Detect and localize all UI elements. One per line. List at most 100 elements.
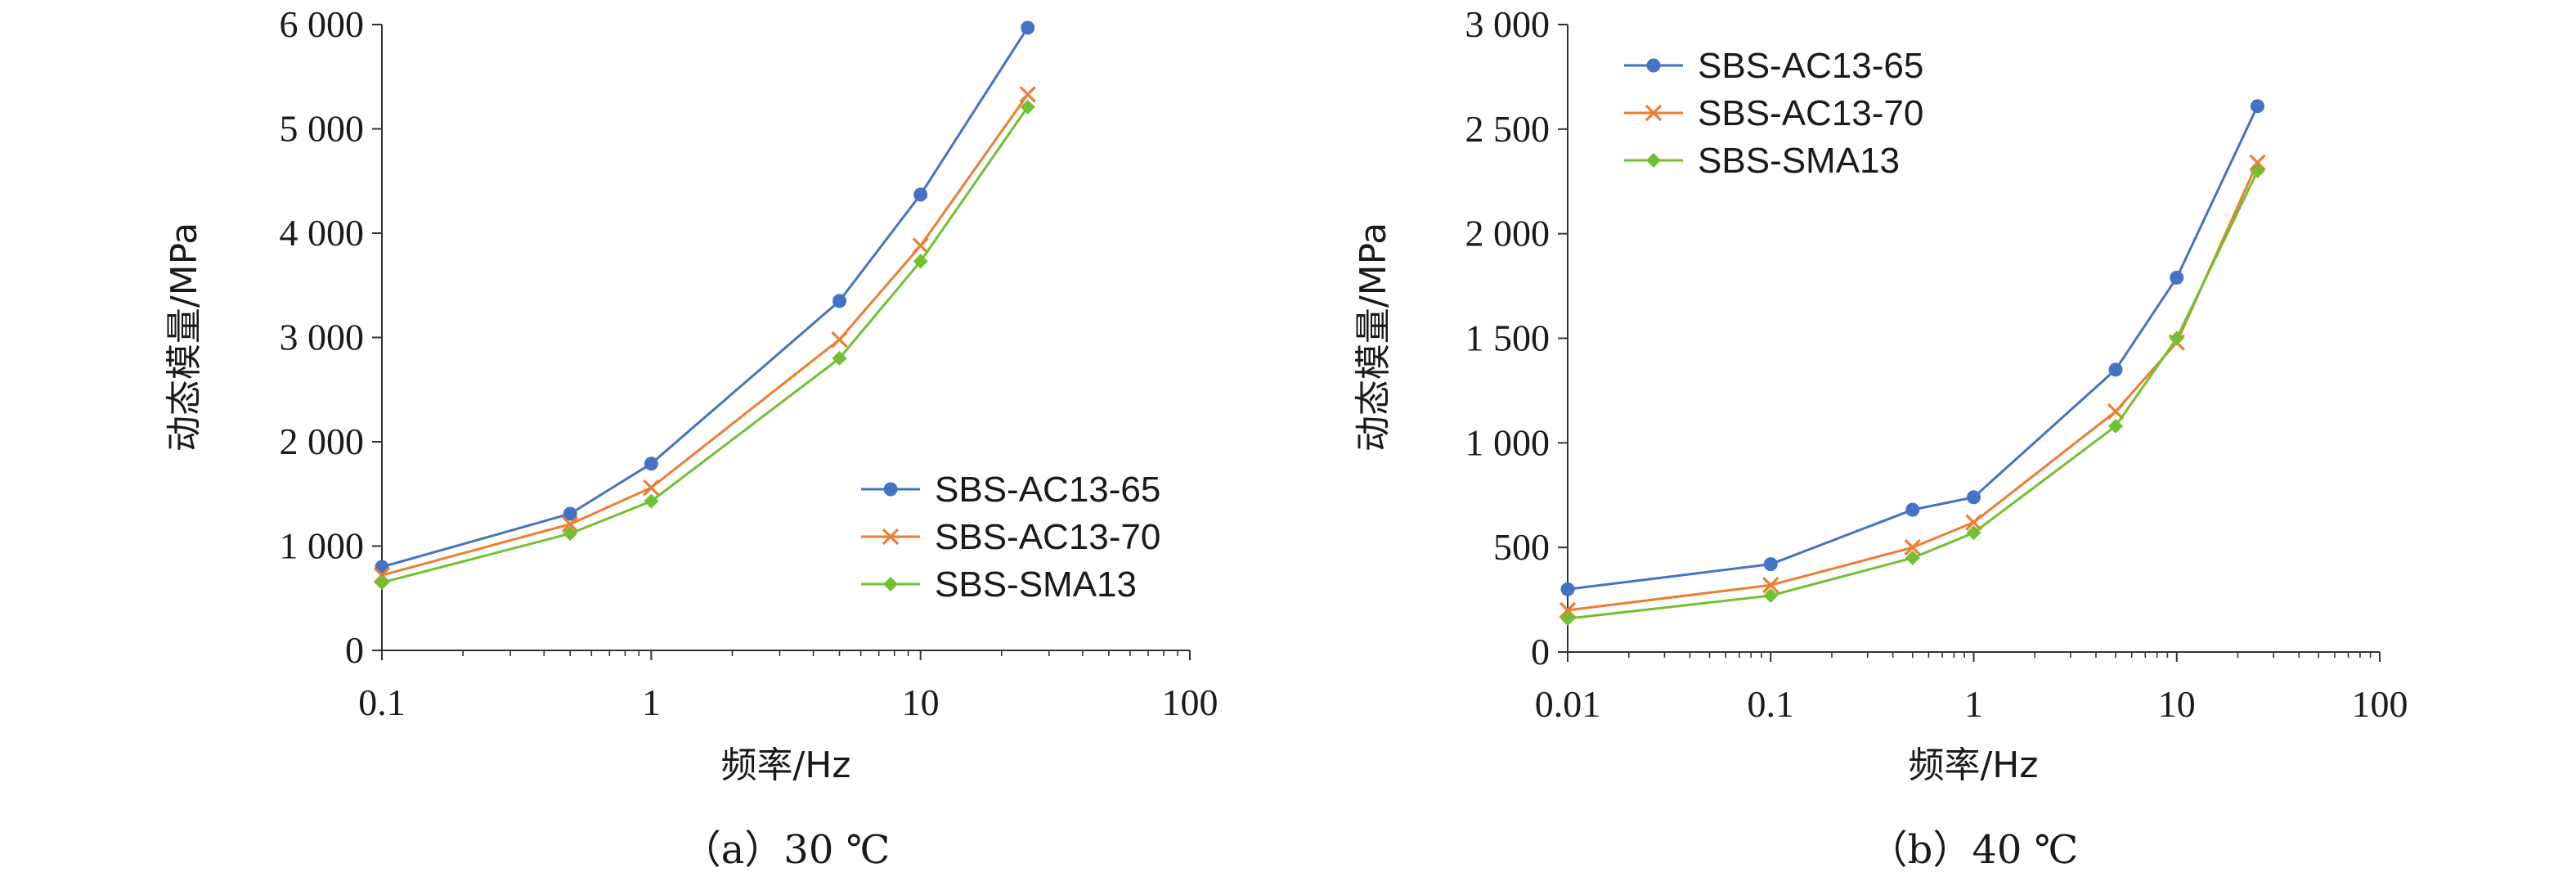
legend-swatch-marker [883,577,898,591]
data-point-stroke-b [2107,403,2125,421]
x-tick-label: 0.1 [1748,683,1795,725]
legend-swatch-marker-stroke-b [1645,104,1663,122]
y-tick-label: 2 000 [1465,213,1551,254]
data-point-stroke-b [912,237,929,254]
y-tick-label: 1 000 [280,525,365,567]
data-point-stroke-b [831,331,848,349]
data-point [1020,99,1035,115]
data-point-stroke-b [1559,601,1577,618]
series-1 [375,20,1035,574]
legend-label: SBS-SMA13 [1698,141,1900,181]
x-tick-label: 0.01 [1535,683,1601,725]
legend: SBS-AC13-65 SBS-AC13-70 SBS-SMA13 [1624,46,1923,181]
legend-swatch-marker-stroke-b [882,528,900,546]
y-tick-label: 5 000 [280,108,365,150]
data-point [563,506,577,521]
data-point [1904,539,1921,556]
legend-label: SBS-AC13-70 [1698,93,1923,133]
y-tick-label: 3 000 [280,317,365,358]
x-axis-title: 频率/Hz [720,744,850,786]
data-point [913,254,928,269]
series-3 [375,99,1035,591]
y-tick-label: 500 [1493,526,1550,568]
data-point [643,479,660,497]
data-point [2251,99,2265,114]
x-tick-label: 1 [1964,683,1983,725]
data-point-stroke-b [2249,154,2266,171]
legend-swatch-marker [882,528,900,546]
y-axis-title: 动态模量/MPa [1353,223,1394,452]
x-tick-label: 1 [642,681,661,723]
series-line [1567,106,2259,591]
legend-label: SBS-SMA13 [935,564,1137,605]
series-1 [1560,99,2265,596]
data-point [2250,163,2265,178]
y-tick-label: 6 000 [280,3,365,45]
data-point [832,351,847,366]
y-tick-label: 1 500 [1465,317,1551,359]
data-point [644,493,659,509]
data-point [2169,331,2184,346]
legend-swatch-marker [1645,104,1663,122]
data-point [375,575,389,591]
x-tick-label: 10 [2158,683,2196,725]
series-line [381,106,1029,584]
legend-label: SBS-AC13-65 [1698,46,1923,86]
data-point [644,456,658,471]
legend-swatch-marker [883,482,898,497]
x-tick-label: 10 [902,681,940,723]
legend-label: SBS-AC13-70 [935,517,1160,557]
data-point-stroke-b [1019,86,1036,103]
data-point [2249,154,2266,171]
data-point [831,331,848,349]
data-point-stroke-b [562,515,579,533]
series-3 [1560,163,2265,627]
data-point [2108,418,2124,434]
panel-caption: （a）30 ℃ [682,827,891,873]
data-point [913,187,928,202]
y-tick-label: 2 000 [280,421,365,462]
data-point [1559,601,1577,618]
data-point [912,237,929,254]
data-point [563,526,578,542]
chart-panel-2: 0 500 1 000 1 500 2 000 2 500 3 000 0.01 0.1 1 10 1… [1353,3,2408,873]
data-point [1763,557,1778,572]
data-point [832,294,847,308]
data-point-stroke-b [643,479,660,497]
y-tick-label: 1 000 [1465,421,1551,463]
legend-swatch-marker [1646,153,1661,168]
data-point [562,515,579,533]
data-point-stroke-b [1965,514,1982,531]
data-point-stroke-b [1904,539,1921,556]
x-tick-label: 100 [1162,681,1218,723]
data-point [1560,582,1575,596]
y-axis-title: 动态模量/MPa [164,223,205,452]
data-point [2170,270,2184,285]
data-point [1763,587,1779,603]
series-line [381,26,1029,569]
data-point [1965,514,1982,531]
y-tick-label: 0 [1531,631,1550,672]
x-axis-title: 频率/Hz [1908,744,2038,786]
series-line [1567,162,2259,612]
y-tick-label: 2 500 [1465,108,1551,150]
panel-caption: （b）40 ℃ [1869,827,2079,873]
data-point [1021,20,1035,35]
series-line [381,93,1029,577]
data-point [1762,577,1779,594]
data-point [1966,525,1981,541]
y-tick-label: 4 000 [280,212,365,254]
x-tick-label: 0.1 [358,681,406,723]
data-point [2108,362,2123,377]
data-point-stroke-b [1762,577,1779,594]
data-point [1905,550,1920,565]
data-point [1967,490,1981,505]
legend-label: SBS-AC13-65 [935,470,1160,510]
data-point [1560,611,1575,627]
y-tick-label: 0 [345,629,364,671]
data-point [2107,403,2125,421]
data-point [1019,86,1036,103]
chart-panel-1: 0 1 000 2 000 3 000 4 000 5 000 6 000 0.1 1 10 100… [164,3,1218,873]
series-2 [1559,154,2266,618]
